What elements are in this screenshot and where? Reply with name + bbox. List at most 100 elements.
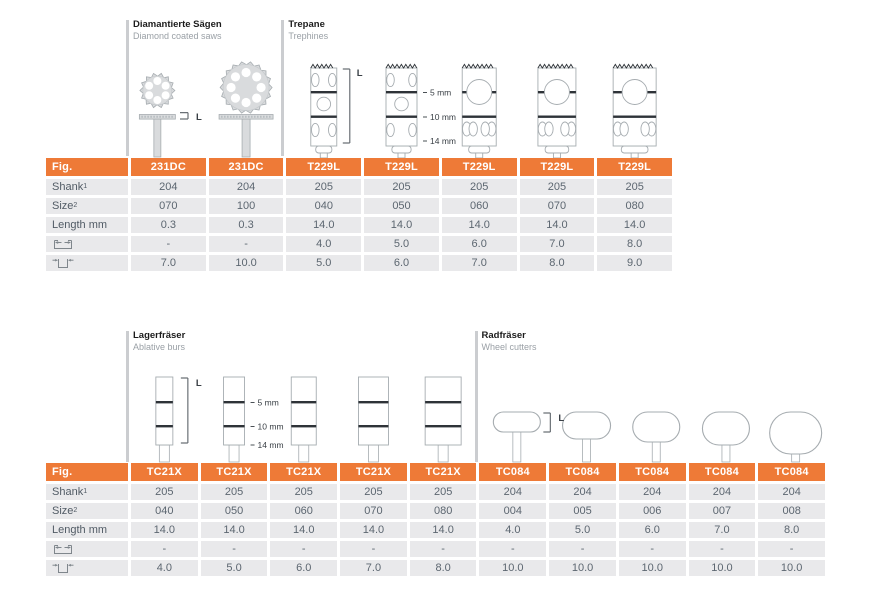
value-cell-length: 5.0 bbox=[549, 522, 616, 538]
value-cell-shank: 205 bbox=[286, 179, 362, 195]
group-title-en: Ablative burs bbox=[133, 341, 186, 352]
value-cell-length: 14.0 bbox=[286, 217, 362, 233]
value-cell-size: 050 bbox=[364, 198, 439, 214]
value-cell-outer: 5.0 bbox=[200, 560, 268, 576]
shank-row-label: Shank 1 bbox=[46, 179, 128, 195]
wheel-cutter-figure bbox=[701, 411, 751, 463]
value-cell-size: 060 bbox=[270, 503, 338, 519]
value-cell-length: 14.0 bbox=[364, 217, 439, 233]
value-cell-size: 070 bbox=[519, 198, 595, 214]
value-cell-length: 0.3 bbox=[131, 217, 206, 233]
svg-text:5 mm: 5 mm bbox=[430, 88, 451, 98]
value-cell-inner: - bbox=[131, 236, 206, 252]
fig-header-cell: T229L bbox=[441, 158, 517, 176]
value-cell-size: 100 bbox=[208, 198, 284, 214]
value-cell-inner: - bbox=[270, 541, 338, 557]
fig-header-cell: TC21X bbox=[409, 463, 477, 481]
diamond-saw-figure bbox=[138, 72, 176, 158]
value-cell-shank: 205 bbox=[131, 484, 198, 500]
length-row-label: Length mm bbox=[46, 522, 128, 538]
group-divider bbox=[126, 20, 129, 156]
value-cell-inner: - bbox=[479, 541, 547, 557]
group-divider bbox=[126, 331, 129, 462]
value-cell-shank: 204 bbox=[618, 484, 686, 500]
value-cell-outer: 4.0 bbox=[131, 560, 198, 576]
value-cell-shank: 204 bbox=[208, 179, 284, 195]
fig-header-cell: TC21X bbox=[200, 463, 268, 481]
value-cell-shank: 205 bbox=[270, 484, 338, 500]
fig-header-cell: 231DC bbox=[131, 158, 206, 176]
value-cell-outer: 10.0 bbox=[758, 560, 825, 576]
group-title-en: Diamond coated saws bbox=[133, 30, 222, 41]
value-cell-shank: 204 bbox=[479, 484, 547, 500]
fig-header-cell: 231DC bbox=[208, 158, 284, 176]
value-cell-inner: - bbox=[200, 541, 268, 557]
value-cell-length: 4.0 bbox=[479, 522, 547, 538]
ablative-bur-figure bbox=[155, 376, 174, 463]
fig-header-cell: T229L bbox=[519, 158, 595, 176]
ablative-bur-figure bbox=[358, 376, 389, 463]
value-cell-inner: - bbox=[758, 541, 825, 557]
value-cell-outer: 10.0 bbox=[549, 560, 616, 576]
fig-header-cell: TC084 bbox=[688, 463, 756, 481]
value-cell-shank: 205 bbox=[441, 179, 517, 195]
outer-diameter-icon bbox=[52, 563, 74, 573]
depth-mark-labels bbox=[423, 92, 427, 142]
value-cell-length: 6.0 bbox=[618, 522, 686, 538]
svg-text:10 mm: 10 mm bbox=[430, 112, 456, 122]
value-cell-inner: - bbox=[208, 236, 284, 252]
fig-header-cell: T229L bbox=[286, 158, 362, 176]
value-cell-shank: 205 bbox=[340, 484, 407, 500]
value-cell-shank: 205 bbox=[597, 179, 672, 195]
value-cell-outer: 6.0 bbox=[364, 255, 439, 271]
depth-mark-labels bbox=[250, 402, 255, 446]
fig-header-cell: TC084 bbox=[758, 463, 825, 481]
group-title-de: Lagerfräser bbox=[133, 330, 186, 341]
value-cell-inner: 7.0 bbox=[519, 236, 595, 252]
value-cell-length: 8.0 bbox=[758, 522, 825, 538]
ablative-bur-figure bbox=[223, 376, 246, 463]
value-cell-shank: 205 bbox=[200, 484, 268, 500]
value-cell-size: 007 bbox=[688, 503, 756, 519]
trephine-figure bbox=[310, 63, 338, 159]
value-cell-inner: 6.0 bbox=[441, 236, 517, 252]
bur-length-bracket bbox=[180, 377, 189, 444]
outer-diameter-row-label bbox=[46, 560, 128, 576]
svg-text:10 mm: 10 mm bbox=[258, 422, 284, 432]
value-cell-length: 14.0 bbox=[597, 217, 672, 233]
value-cell-length: 14.0 bbox=[340, 522, 407, 538]
value-cell-length: 14.0 bbox=[409, 522, 477, 538]
inner-diameter-row-label bbox=[46, 541, 128, 557]
diamond-saw-figure bbox=[218, 61, 274, 158]
group-title-de: Trepane bbox=[288, 19, 325, 30]
size-row-label: Size 2 bbox=[46, 198, 128, 214]
inner-diameter-icon bbox=[54, 544, 72, 554]
fig-row-label: Fig. bbox=[46, 158, 128, 176]
value-cell-size: 005 bbox=[549, 503, 616, 519]
svg-text:14 mm: 14 mm bbox=[258, 440, 284, 450]
value-cell-length: 14.0 bbox=[131, 522, 198, 538]
value-cell-inner: - bbox=[131, 541, 198, 557]
value-cell-outer: 8.0 bbox=[409, 560, 477, 576]
svg-text:L: L bbox=[357, 68, 363, 79]
fig-header-cell: TC21X bbox=[340, 463, 407, 481]
group-header: Trepane Trephines bbox=[288, 19, 329, 41]
value-cell-size: 070 bbox=[340, 503, 407, 519]
group-title-de: Radfräser bbox=[481, 330, 526, 341]
shank-row-label: Shank 1 bbox=[46, 484, 128, 500]
group-title-en: Wheel cutters bbox=[481, 341, 537, 352]
value-cell-shank: 205 bbox=[519, 179, 595, 195]
value-cell-length: 7.0 bbox=[688, 522, 756, 538]
group-title-en: Trephines bbox=[288, 30, 329, 41]
value-cell-size: 004 bbox=[479, 503, 547, 519]
fig-header-cell: T229L bbox=[364, 158, 439, 176]
value-cell-inner: - bbox=[549, 541, 616, 557]
size-row-label: Size 2 bbox=[46, 503, 128, 519]
fig-header-cell: TC084 bbox=[549, 463, 616, 481]
svg-text:5 mm: 5 mm bbox=[258, 398, 279, 408]
inner-diameter-row-label bbox=[46, 236, 128, 252]
outer-diameter-row-label bbox=[46, 255, 128, 271]
outer-diameter-icon bbox=[52, 258, 74, 268]
value-cell-inner: 5.0 bbox=[364, 236, 439, 252]
